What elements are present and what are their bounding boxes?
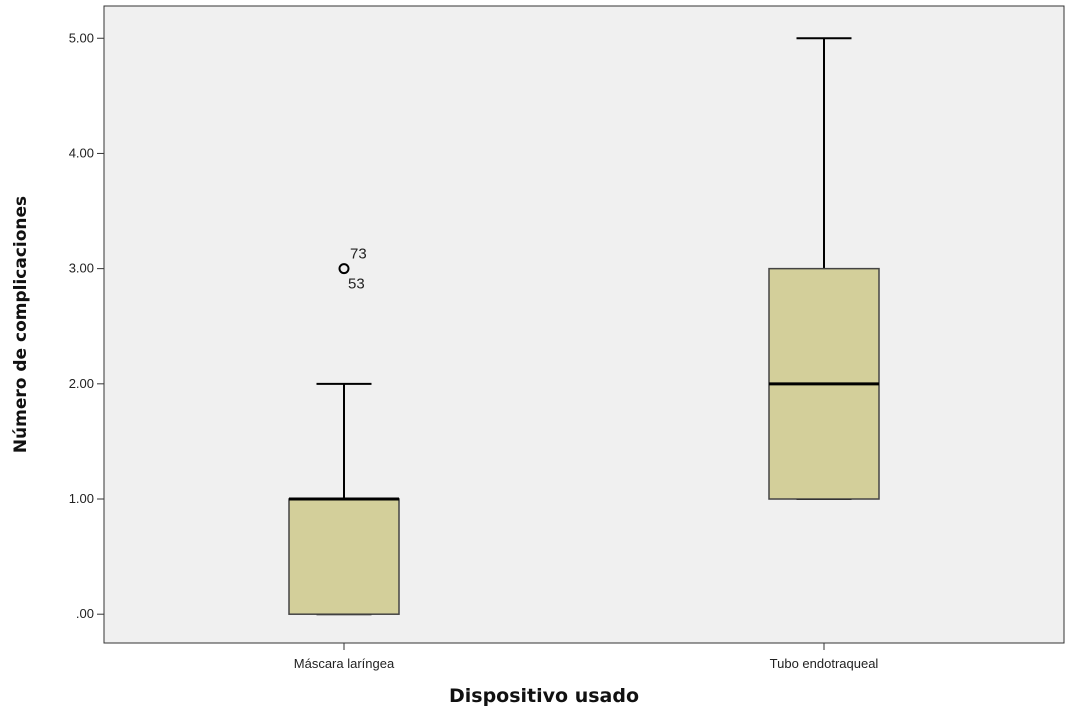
y-tick-label: 4.00 bbox=[69, 145, 94, 160]
y-tick-label: 5.00 bbox=[69, 30, 94, 45]
y-tick-label: 3.00 bbox=[69, 261, 94, 276]
box-group bbox=[768, 37, 880, 501]
outlier-point bbox=[338, 263, 350, 275]
y-axis: .00 1.00 2.00 3.00 4.00 5.00 bbox=[69, 30, 104, 621]
outlier-label: 53 bbox=[348, 276, 365, 293]
x-axis: Máscara laríngea Tubo endotraqueal bbox=[294, 643, 879, 671]
box bbox=[288, 498, 400, 615]
boxes: 73 53 bbox=[288, 37, 880, 616]
y-axis-title: Número de complicaciones bbox=[11, 196, 31, 453]
x-tick-label: Máscara laríngea bbox=[294, 656, 395, 671]
x-axis-title: Dispositivo usado bbox=[449, 685, 639, 707]
x-tick-label: Tubo endotraqueal bbox=[770, 656, 879, 671]
y-tick-label: 1.00 bbox=[69, 491, 94, 506]
y-tick-label: 2.00 bbox=[69, 376, 94, 391]
y-tick-label: .00 bbox=[76, 606, 94, 621]
box-group: 73 53 bbox=[288, 246, 400, 616]
plot-area bbox=[103, 5, 1065, 644]
outlier-label: 73 bbox=[350, 246, 367, 263]
